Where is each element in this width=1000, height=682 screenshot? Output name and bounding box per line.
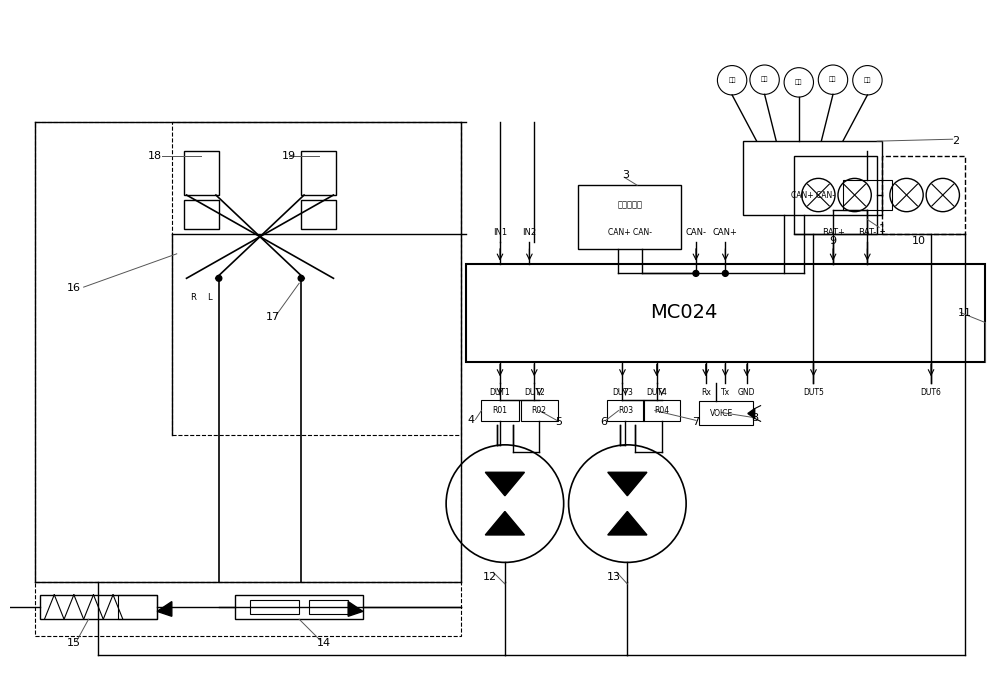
Text: 中位: 中位 [795, 80, 803, 85]
Bar [172, 121, 461, 435]
Bar [184, 200, 219, 229]
Polygon shape [348, 602, 363, 617]
Text: DUT6: DUT6 [921, 389, 941, 398]
Text: 10: 10 [912, 236, 926, 246]
Polygon shape [608, 512, 647, 535]
Circle shape [298, 276, 304, 281]
Text: DUT4: DUT4 [646, 389, 667, 398]
Text: CAN+: CAN+ [713, 228, 738, 237]
Bar [794, 156, 877, 234]
Bar [466, 264, 985, 361]
Text: IN2: IN2 [522, 228, 536, 237]
Bar [481, 400, 519, 421]
Text: 17: 17 [266, 312, 280, 323]
Bar [743, 141, 882, 215]
Bar [699, 401, 753, 426]
Bar [578, 186, 681, 249]
Text: 3: 3 [622, 170, 629, 181]
Text: BAT+: BAT+ [822, 228, 845, 237]
Text: Tx: Tx [721, 389, 730, 398]
Text: 1: 1 [879, 224, 886, 235]
Circle shape [722, 271, 728, 276]
Text: L: L [207, 293, 211, 302]
Bar [309, 599, 348, 614]
Bar [250, 599, 299, 614]
Polygon shape [485, 512, 524, 535]
Bar [40, 595, 157, 619]
Circle shape [693, 271, 699, 276]
Text: DUT3: DUT3 [612, 389, 633, 398]
Text: GND: GND [738, 389, 756, 398]
Bar [882, 156, 965, 234]
Text: 9: 9 [830, 236, 837, 246]
Text: 工档: 工档 [829, 77, 837, 83]
Text: MC024: MC024 [650, 303, 717, 322]
Bar [35, 582, 461, 636]
Text: 15: 15 [67, 638, 81, 648]
Bar [35, 121, 461, 582]
Text: 19: 19 [282, 151, 296, 161]
Text: 工档: 工档 [761, 77, 768, 83]
Text: R03: R03 [618, 406, 633, 415]
Text: 5: 5 [555, 417, 562, 428]
Bar [235, 595, 363, 619]
Text: 车速传感器: 车速传感器 [617, 201, 642, 209]
Polygon shape [748, 409, 755, 418]
Polygon shape [485, 472, 524, 496]
Text: Rx: Rx [701, 389, 711, 398]
Text: CAN+ CAN-: CAN+ CAN- [608, 228, 652, 237]
Text: IN1: IN1 [493, 228, 507, 237]
Text: 6: 6 [600, 417, 607, 428]
Bar [301, 200, 336, 229]
Text: 工档: 工档 [728, 78, 736, 83]
Bar [607, 400, 644, 421]
Text: 18: 18 [148, 151, 162, 161]
Text: DUT1: DUT1 [490, 389, 510, 398]
Text: 4: 4 [467, 415, 474, 426]
Text: R01: R01 [492, 406, 508, 415]
Text: R: R [190, 293, 196, 302]
Text: 工档: 工档 [864, 78, 871, 83]
Bar [184, 151, 219, 195]
Text: DUT5: DUT5 [803, 389, 824, 398]
Bar [843, 180, 892, 210]
Text: R04: R04 [654, 406, 669, 415]
Text: DUT2: DUT2 [524, 389, 545, 398]
Text: CAN-: CAN- [685, 228, 706, 237]
Text: 11: 11 [958, 308, 972, 318]
Text: 16: 16 [67, 283, 81, 293]
Text: 13: 13 [607, 572, 621, 582]
Bar [118, 595, 157, 619]
Polygon shape [157, 602, 172, 617]
Text: 8: 8 [751, 413, 758, 424]
Text: 12: 12 [483, 572, 497, 582]
Bar [301, 151, 336, 195]
Bar [643, 400, 680, 421]
Text: 14: 14 [317, 638, 331, 648]
Polygon shape [608, 472, 647, 496]
Text: R02: R02 [532, 406, 547, 415]
Text: CAN+ CAN-: CAN+ CAN- [791, 190, 835, 200]
Text: 7: 7 [692, 417, 699, 428]
Text: 2: 2 [952, 136, 959, 146]
Text: BAT-: BAT- [858, 228, 876, 237]
Text: VOICE: VOICE [710, 409, 733, 418]
Bar [521, 400, 558, 421]
Circle shape [216, 276, 222, 281]
